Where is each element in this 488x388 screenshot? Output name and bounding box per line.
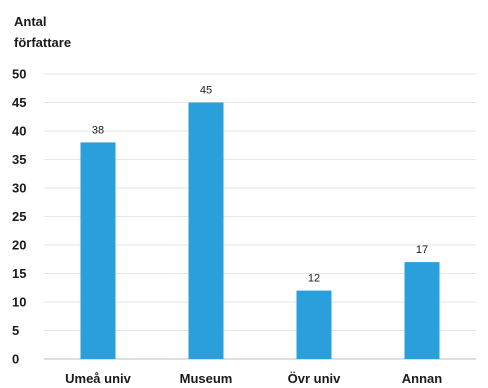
bar (296, 290, 332, 359)
data-label: 12 (308, 273, 320, 285)
y-axis-title-line-2: författare (14, 35, 71, 50)
y-tick-label: 5 (12, 323, 19, 338)
y-tick-label: 20 (12, 238, 26, 253)
y-axis-title-line-1: Antal (14, 14, 47, 29)
x-axis-categories: Umeå univ Museum Övr univ Annan (65, 371, 442, 386)
bar (188, 102, 224, 359)
bars (80, 102, 440, 359)
data-label: 38 (92, 124, 104, 136)
x-category-label: Museum (180, 371, 233, 386)
bar (80, 142, 116, 359)
y-tick-label: 45 (12, 95, 26, 110)
y-axis-ticks: 0 5 10 15 20 25 30 35 40 45 50 (12, 67, 26, 367)
data-label: 45 (200, 85, 212, 97)
x-category-label: Umeå univ (65, 371, 132, 386)
y-tick-label: 25 (12, 209, 26, 224)
y-axis-title: Antal författare (14, 14, 71, 50)
y-tick-label: 30 (12, 181, 26, 196)
data-label: 17 (416, 244, 428, 256)
gridlines (44, 73, 476, 331)
data-labels: 38 45 12 17 (92, 85, 428, 285)
y-tick-label: 35 (12, 152, 26, 167)
x-category-label: Annan (402, 371, 443, 386)
y-tick-label: 10 (12, 295, 26, 310)
bar (404, 262, 440, 359)
y-tick-label: 15 (12, 266, 26, 281)
x-category-label: Övr univ (288, 371, 342, 386)
y-tick-label: 40 (12, 124, 26, 139)
y-tick-label: 50 (12, 67, 26, 82)
y-tick-label: 0 (12, 352, 19, 367)
